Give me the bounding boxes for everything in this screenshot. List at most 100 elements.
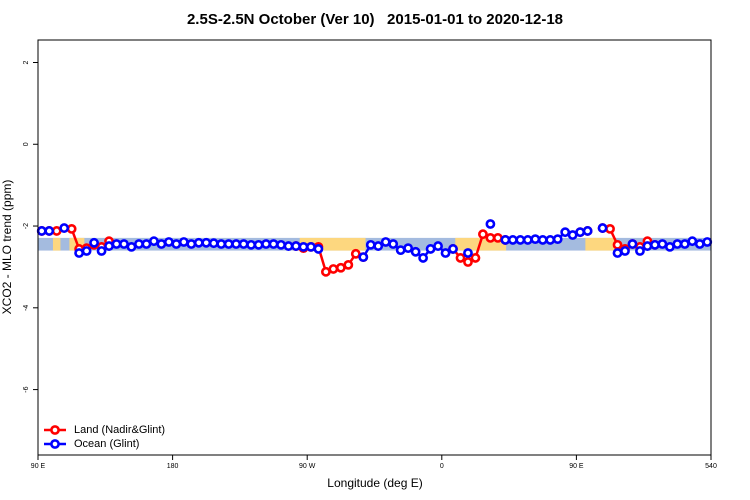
data-point: [702, 237, 713, 247]
data-point: [463, 257, 473, 267]
data-point: [51, 226, 62, 236]
data-point: [507, 235, 518, 245]
data-point: [433, 241, 443, 251]
data-point: [306, 241, 316, 252]
data-point: [216, 239, 227, 249]
data-point: [163, 237, 174, 247]
data-point: [478, 229, 488, 240]
data-point: [149, 236, 159, 247]
data-point: [485, 232, 496, 243]
data-point: [380, 237, 391, 247]
data-point: [537, 235, 548, 245]
data-point: [328, 264, 339, 274]
data-point: [635, 246, 645, 256]
data-point: [388, 239, 399, 249]
data-point: [276, 239, 286, 250]
data-point: [231, 239, 242, 249]
data-point: [246, 239, 257, 250]
x-tick-label: 90 W: [299, 463, 316, 470]
data-point: [320, 266, 331, 277]
data-point: [111, 239, 122, 249]
data-point: [291, 241, 301, 251]
data-point: [350, 248, 361, 259]
data-point: [89, 237, 99, 248]
data-point: [485, 219, 496, 229]
data-point: [335, 262, 346, 273]
data-point: [605, 223, 615, 234]
data-point: [134, 239, 144, 249]
x-tick-label: 540: [705, 463, 717, 470]
data-point: [343, 259, 354, 270]
data-point: [365, 239, 376, 250]
data-point: [657, 239, 668, 249]
data-point: [612, 248, 623, 258]
data-point: [66, 223, 77, 234]
data-point: [358, 252, 369, 263]
data-point: [463, 248, 473, 258]
data-point: [81, 246, 92, 256]
data-point: [567, 230, 578, 240]
legend-label: Land (Nadir&Glint): [74, 424, 165, 436]
data-point: [597, 223, 608, 233]
data-point: [178, 237, 189, 247]
x-tick-label: 90 E: [31, 463, 46, 470]
data-point: [313, 244, 324, 254]
data-point: [627, 239, 638, 249]
data-point: [373, 241, 384, 251]
data-point: [201, 237, 212, 248]
data-point: [620, 246, 630, 256]
data-point: [395, 245, 406, 256]
data-point: [650, 239, 660, 250]
data-point: [253, 239, 264, 250]
data-point: [500, 235, 511, 245]
data-point: [694, 239, 705, 249]
data-point: [664, 241, 675, 252]
data-point: [470, 253, 481, 263]
data-point: [672, 239, 683, 249]
data-point: [298, 241, 309, 252]
x-tick-label: 0: [440, 463, 444, 470]
data-point: [455, 253, 466, 263]
data-point: [119, 239, 129, 249]
data-point: [36, 226, 47, 236]
data-point: [268, 239, 279, 249]
legend-marker: [50, 425, 60, 435]
data-point: [425, 244, 436, 254]
data-point: [440, 248, 451, 258]
land-band: [52, 237, 61, 251]
data-point: [582, 226, 593, 236]
y-tick-label: -2: [23, 223, 30, 229]
x-tick-label: 180: [167, 463, 179, 470]
data-point: [418, 253, 429, 263]
data-point: [96, 246, 107, 256]
data-point: [156, 239, 167, 249]
data-point: [171, 239, 182, 249]
data-point: [492, 232, 503, 243]
data-point: [238, 239, 249, 249]
data-point: [403, 243, 414, 254]
data-point: [186, 239, 197, 249]
data-point: [612, 239, 623, 250]
y-tick-label: 0: [23, 142, 30, 146]
data-point: [522, 235, 533, 245]
land-band: [585, 237, 616, 251]
data-point: [44, 226, 55, 236]
data-point: [283, 241, 294, 251]
data-point: [59, 223, 70, 233]
data-point: [261, 239, 271, 249]
data-point: [104, 241, 114, 251]
chart-title: 2.5S-2.5N October (Ver 10) 2015-01-01 to…: [187, 11, 563, 28]
legend-label: Ocean (Glint): [74, 438, 139, 450]
data-point: [687, 236, 698, 247]
data-point: [448, 244, 458, 254]
data-point: [410, 246, 421, 257]
data-point: [74, 248, 85, 258]
plot-frame: [37, 39, 712, 456]
data-point: [141, 239, 152, 249]
data-point: [126, 241, 137, 252]
data-point: [208, 238, 219, 249]
x-axis-label: Longitude (deg E): [327, 476, 422, 490]
x-tick-label: 90 E: [569, 463, 584, 470]
data-point: [530, 234, 541, 245]
